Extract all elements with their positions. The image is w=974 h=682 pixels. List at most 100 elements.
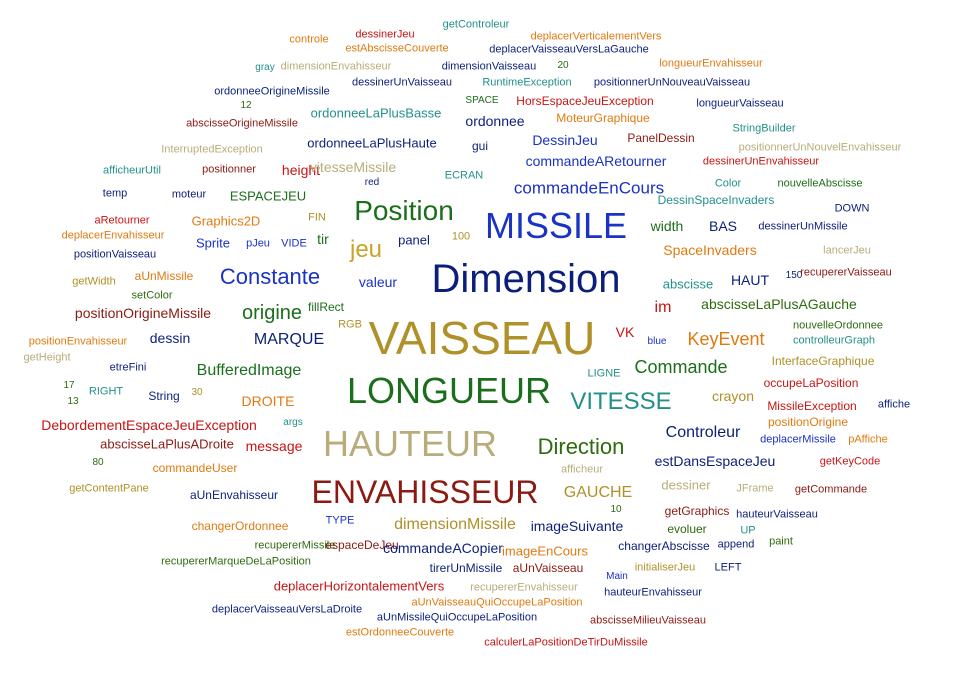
word-aunenvahisseur: aUnEnvahisseur	[189, 488, 279, 502]
word-lancerjeu: lancerJeu	[823, 244, 871, 257]
word-width: width	[650, 218, 684, 234]
word-commandeencours: commandeEnCours	[513, 178, 665, 198]
word-type: TYPE	[325, 514, 355, 527]
word-recuperermarquedelaposition: recupererMarqueDeLaPosition	[161, 555, 311, 568]
word-tirerunmissile: tirerUnMissile	[429, 561, 503, 575]
word-ordonnee: ordonnee	[465, 113, 525, 129]
word-getcommande: getCommande	[794, 483, 868, 496]
word-ordonneeoriginemissile: ordonneeOrigineMissile	[214, 85, 330, 98]
word-changerabscisse: changerAbscisse	[618, 539, 710, 553]
word-aunvaisseauquioccupelaposition: aUnVaisseauQuiOccupeLaPosition	[411, 596, 583, 609]
word-vaisseau: VAISSEAU	[368, 312, 596, 364]
word-commandeuser: commandeUser	[152, 461, 238, 475]
word-longueurenvahisseur: longueurEnvahisseur	[659, 57, 763, 70]
word-calculerlapositiondetirdumissile: calculerLaPositionDeTirDuMissile	[484, 636, 648, 649]
word-hauteurvaisseau: hauteurVaisseau	[736, 508, 818, 521]
word-valeur: valeur	[358, 274, 398, 290]
word-gray: gray	[255, 62, 275, 73]
word-abscisseoriginemissile: abscisseOrigineMissile	[186, 117, 298, 130]
word-commandeacopier: commandeACopier	[383, 540, 503, 556]
word-positionnerunnouvelenvahisseur: positionnerUnNouvelEnvahisseur	[738, 141, 902, 154]
word-abscisse: abscisse	[662, 276, 714, 292]
word-100: 100	[451, 230, 471, 243]
word-initialiserjeu: initialiserJeu	[634, 561, 696, 574]
word-pjeu: pJeu	[246, 237, 270, 250]
word-droite: DROITE	[241, 393, 295, 409]
word-longueur: LONGUEUR	[346, 370, 552, 411]
word-deplacermissile: deplacerMissile	[760, 433, 836, 446]
word-sprite: Sprite	[196, 235, 230, 251]
word-estabscissecouverte: estAbscisseCouverte	[345, 42, 449, 55]
word-dessinspaceinvaders: DessinSpaceInvaders	[657, 193, 775, 207]
word-envahisseur: ENVAHISSEUR	[311, 474, 539, 510]
word-dimensionmissile: dimensionMissile	[394, 516, 516, 533]
word-aunmissile: aUnMissile	[134, 269, 194, 283]
word-recuperermissile: recupererMissile	[254, 539, 336, 552]
word-graphics2d: Graphics2D	[191, 213, 261, 229]
word-estordonneecouverte: estOrdonneeCouverte	[345, 626, 455, 639]
word-jeu: jeu	[349, 236, 383, 263]
word-commandearetourner: commandeARetourner	[525, 153, 667, 169]
word-args: args	[283, 417, 303, 428]
word-dessinerunmissile: dessinerUnMissile	[758, 220, 848, 233]
word-getwidth: getWidth	[72, 275, 116, 288]
word-vide: VIDE	[281, 237, 307, 250]
word-ligne: LIGNE	[587, 367, 621, 380]
word-rgb: RGB	[338, 318, 362, 331]
word-positionoriginemissile: positionOrigineMissile	[74, 305, 212, 321]
word-positionner: positionner	[202, 163, 256, 176]
word-changerordonnee: changerOrdonnee	[191, 519, 289, 533]
word-dimension: Dimension	[431, 257, 621, 301]
word-dimensionvaisseau: dimensionVaisseau	[441, 60, 537, 73]
word-80: 80	[92, 457, 104, 468]
word-deplacerenvahisseur: deplacerEnvahisseur	[61, 229, 165, 242]
word-controle: controle	[289, 33, 329, 46]
word-string: String	[148, 389, 180, 403]
word-evoluer: evoluer	[667, 522, 707, 536]
word-deplacervaisseauverslagauche: deplacerVaisseauVersLaGauche	[489, 43, 649, 56]
word-occupelaposition: occupeLaPosition	[763, 376, 859, 390]
word-dimensionenvahisseur: dimensionEnvahisseur	[280, 60, 392, 73]
word-panel: panel	[398, 232, 430, 248]
word-stringbuilder: StringBuilder	[732, 122, 796, 135]
word-controlleurgraph: controlleurGraph	[793, 334, 875, 347]
word-bas: BAS	[708, 218, 738, 234]
word-recuperervaisseau: recupererVaisseau	[800, 266, 892, 279]
word-deplacerhorizontalementvers: deplacerHorizontalementVers	[273, 578, 445, 594]
word-getcontroleur: getControleur	[442, 18, 510, 31]
word-17: 17	[63, 380, 75, 391]
word-blue: blue	[647, 336, 667, 347]
word-etrefini: etreFini	[109, 361, 147, 374]
word-nouvelleordonnee: nouvelleOrdonnee	[793, 319, 883, 332]
word-dessinerunvaisseau: dessinerUnVaisseau	[351, 76, 453, 89]
word-controleur: Controleur	[665, 424, 741, 441]
word-aretourner: aRetourner	[94, 214, 150, 227]
word-imageencours: imageEnCours	[502, 543, 588, 559]
word-positionvaisseau: positionVaisseau	[73, 248, 157, 261]
word-getcontentpane: getContentPane	[69, 482, 149, 495]
word-moteur: moteur	[171, 188, 207, 201]
word-vitesse: VITESSE	[570, 388, 672, 415]
word-nouvelleabscisse: nouvelleAbscisse	[777, 177, 863, 190]
word-affiche: affiche	[877, 398, 911, 411]
word-imagesuivante: imageSuivante	[530, 518, 624, 534]
word-bufferedimage: BufferedImage	[196, 362, 302, 379]
word-paffiche: pAffiche	[848, 433, 888, 446]
word-paint: paint	[769, 535, 793, 548]
word-30: 30	[191, 387, 203, 398]
word-hauteurenvahisseur: hauteurEnvahisseur	[604, 586, 702, 599]
word-jframe: JFrame	[736, 482, 774, 495]
word-abscisselaplusadroite: abscisseLaPlusADroite	[100, 436, 234, 452]
word-temp: temp	[102, 187, 128, 200]
word-vitessemissile: vitesseMissile	[309, 159, 397, 175]
word-dessinerjeu: dessinerJeu	[355, 28, 415, 41]
word-gauche: GAUCHE	[563, 484, 633, 501]
word-haut: HAUT	[730, 272, 770, 288]
word-12: 12	[240, 100, 252, 111]
word-space: SPACE	[465, 95, 499, 106]
word-hauteur: HAUTEUR	[322, 423, 498, 464]
word-dessin: dessin	[149, 330, 191, 346]
word-origine: origine	[241, 302, 303, 324]
word-tir: tir	[317, 231, 329, 247]
word-append: append	[717, 538, 755, 551]
